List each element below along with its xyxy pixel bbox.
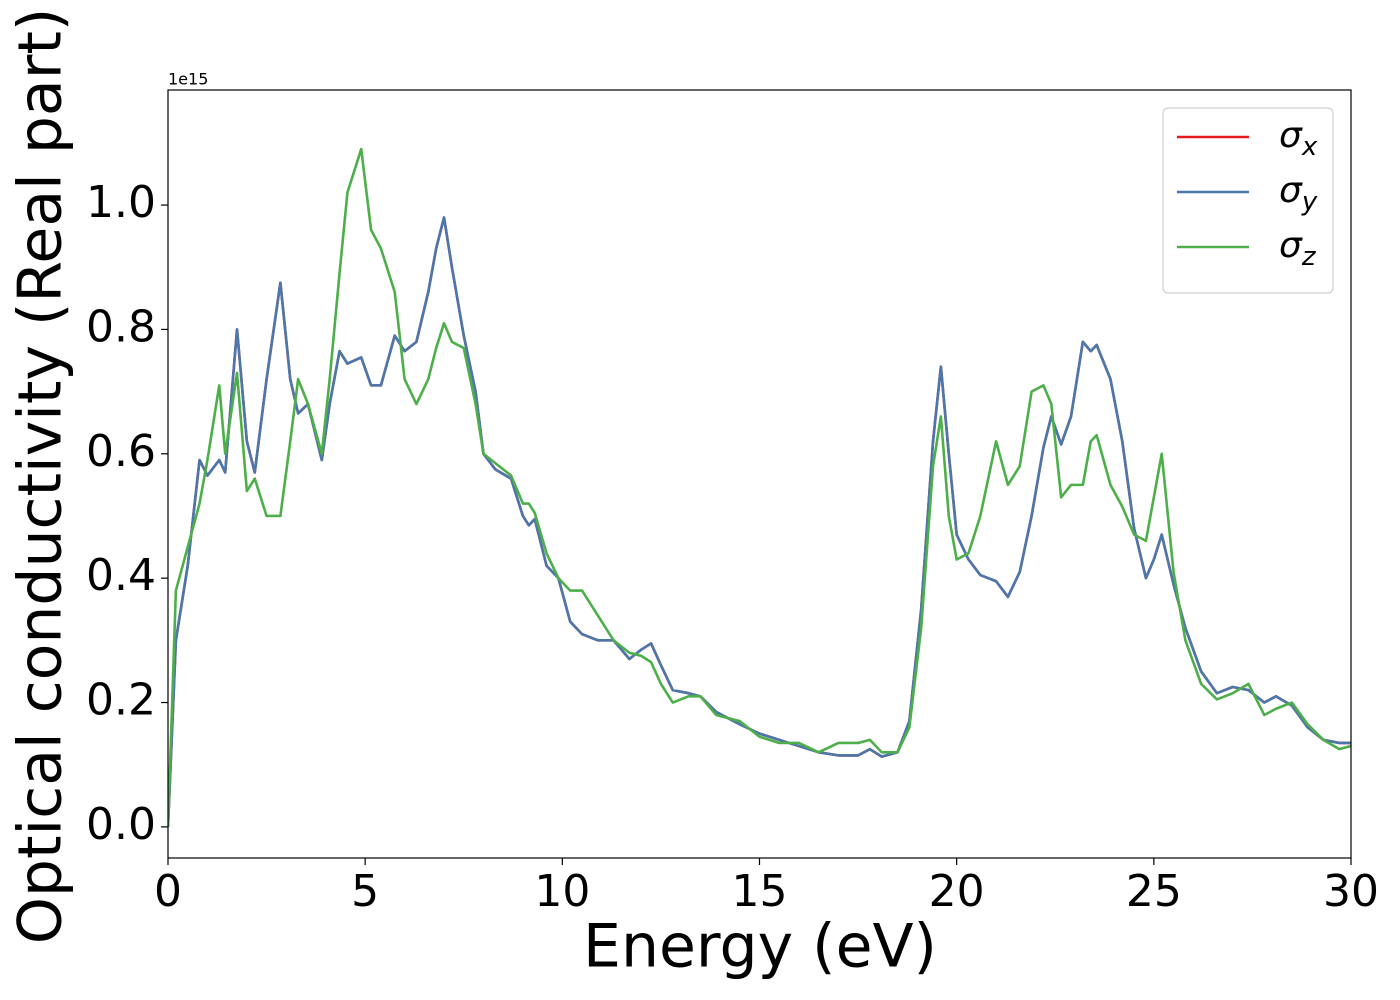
x-axis-label: Energy (eV): [583, 912, 937, 982]
legend-label: σz: [1279, 225, 1317, 272]
x-tick-label: 10: [534, 866, 590, 917]
y-tick-label: 0.4: [86, 550, 156, 601]
series-line: [168, 147, 1351, 827]
offset-label: 1e15: [168, 70, 208, 89]
y-tick-label: 0.0: [86, 799, 156, 850]
y-tick-label: 1.0: [86, 177, 156, 228]
legend-label: σx: [1279, 115, 1318, 162]
y-tick-label: 0.2: [86, 675, 156, 726]
y-axis-label: Optical conductivity (Real part): [6, 8, 76, 945]
x-tick-label: 0: [154, 866, 182, 917]
x-tick-label: 5: [351, 866, 379, 917]
x-tick-label: 20: [929, 866, 985, 917]
x-tick-label: 15: [732, 866, 788, 917]
x-tick-label: 30: [1323, 866, 1379, 917]
legend-label: σy: [1279, 170, 1318, 217]
x-tick-label: 25: [1126, 866, 1182, 917]
y-tick-label: 0.8: [86, 301, 156, 352]
y-tick-label: 0.6: [86, 426, 156, 477]
plot-frame: [167, 89, 1352, 859]
